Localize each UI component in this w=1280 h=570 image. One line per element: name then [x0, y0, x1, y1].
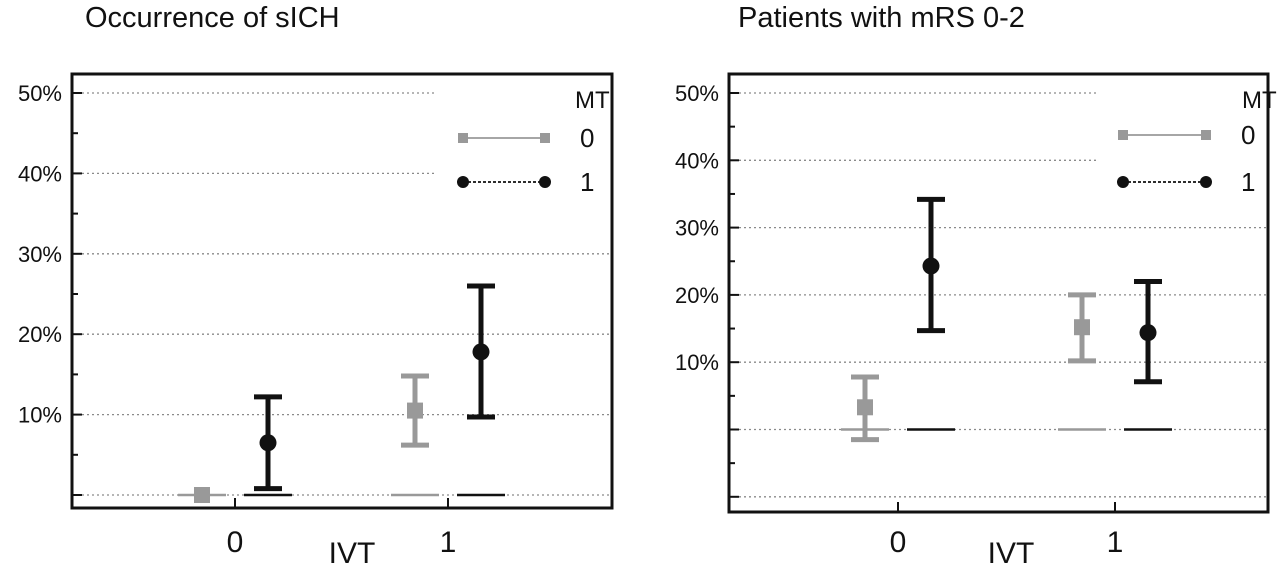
chart-plot-mrs: 10% 20% 30% 40% 50% 0 1 IVT MT 0 1 [675, 72, 1277, 570]
data-point-0-1 [391, 373, 439, 497]
x-category-label: 1 [440, 526, 457, 559]
legend-marker-square [1201, 130, 1211, 140]
plot-frame [727, 72, 1270, 514]
chart-mrs: Patients with mRS 0-2 10% 20% 30% 40% 50% 0 1 I… [640, 0, 1280, 570]
y-tick-label: 30% [18, 242, 62, 267]
y-tick-label: 20% [18, 322, 62, 347]
chart-sich: Occurrence of sICH 10% 20% 30% 40% 50% 0 1 IVT M… [18, 2, 614, 570]
legend-marker-circle [457, 176, 469, 188]
x-category-label: 0 [227, 526, 244, 559]
legend-marker-circle [1117, 176, 1129, 188]
marker-square [857, 399, 873, 416]
legend-marker-square [1118, 130, 1128, 140]
y-tick-label: 50% [18, 81, 62, 106]
legend-label: 0 [580, 123, 594, 153]
marker-square [407, 402, 423, 419]
y-tick-label: 10% [18, 403, 62, 428]
legend-label: 1 [1241, 167, 1255, 197]
chart-title: Patients with mRS 0-2 [738, 2, 1025, 34]
legend: MT 0 1 [1117, 87, 1277, 197]
y-tick-label: 30% [675, 216, 719, 241]
data-point-1-0 [244, 394, 292, 497]
x-axis-label: IVT [329, 537, 376, 570]
legend-title: MT [1242, 87, 1277, 114]
data-point-1-0 [907, 196, 955, 431]
x-category-label: 0 [890, 526, 907, 559]
marker-circle [922, 257, 940, 275]
data-point-0-0 [841, 374, 889, 443]
y-tick-label: 10% [675, 350, 719, 375]
y-tick-label: 40% [675, 148, 719, 173]
marker-square [1074, 319, 1090, 336]
chart-plot-sich: 10% 20% 30% 40% 50% 0 1 IVT MT 0 1 [18, 72, 614, 570]
y-tick-label: 20% [675, 283, 719, 308]
legend-label: 0 [1241, 120, 1255, 150]
data-point-1-1 [457, 283, 505, 497]
y-tick-label: 50% [675, 81, 719, 106]
legend: MT 0 1 [457, 87, 610, 197]
marker-circle [1139, 324, 1157, 342]
legend-marker-square [458, 133, 468, 143]
x-category-label: 1 [1107, 526, 1124, 559]
legend-title: MT [575, 87, 610, 114]
marker-square [194, 487, 210, 503]
marker-circle [472, 343, 490, 361]
chart-title: Occurrence of sICH [85, 2, 340, 34]
data-point-0-0 [178, 487, 226, 503]
data-point-0-1 [1058, 292, 1106, 431]
legend-marker-square [540, 133, 550, 143]
x-axis-label: IVT [988, 537, 1035, 570]
plot-frame [70, 72, 614, 510]
legend-marker-circle [539, 176, 551, 188]
data-point-1-1 [1124, 278, 1172, 431]
y-tick-label: 40% [18, 161, 62, 186]
legend-label: 1 [580, 167, 594, 197]
legend-marker-circle [1200, 176, 1212, 188]
marker-circle [259, 434, 277, 452]
